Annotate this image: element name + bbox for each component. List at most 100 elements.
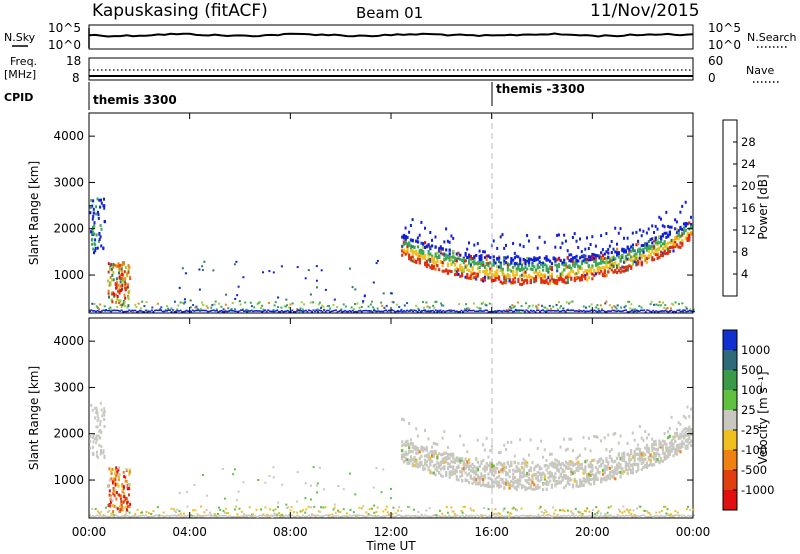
scatter-cell (582, 515, 585, 518)
scatter-cell (579, 514, 582, 517)
scatter-cell (314, 515, 317, 518)
scatter-cell (268, 270, 271, 273)
scatter-cell (665, 242, 668, 246)
scatter-cell (420, 445, 423, 449)
scatter-cell (283, 310, 286, 313)
scatter-cell (517, 461, 520, 465)
scatter-cell (349, 472, 351, 475)
scatter-cell (237, 311, 239, 313)
scatter-cell (474, 515, 477, 518)
scatter-cell (591, 477, 594, 481)
scatter-cell (95, 515, 97, 517)
x-tick-label: 00:00 (72, 525, 107, 539)
scatter-cell (415, 448, 418, 452)
scatter-cell (401, 453, 404, 457)
scatter-cell (401, 444, 404, 448)
scatter-cell (301, 308, 304, 311)
scatter-cell (531, 515, 534, 517)
scatter-cell (294, 311, 297, 313)
scatter-cell (449, 310, 452, 312)
scatter-cell (371, 311, 374, 313)
scatter-cell (103, 413, 106, 417)
scatter-cell (292, 511, 295, 513)
scatter-cell (653, 463, 656, 467)
scatter-cell (561, 515, 564, 518)
scatter-cell (658, 461, 661, 465)
scatter-cell (571, 270, 575, 274)
scatter-cell (515, 267, 518, 271)
scatter-cell (644, 242, 647, 246)
scatter-cell (687, 310, 689, 312)
scatter-cell (596, 470, 599, 474)
scatter-cell (584, 274, 587, 278)
scatter-cell (395, 310, 398, 313)
scatter-cell (632, 515, 635, 517)
scatter-cell (487, 261, 490, 265)
scatter-cell (457, 515, 460, 517)
scatter-cell (418, 450, 421, 454)
scatter-cell (631, 308, 634, 311)
scatter-cell (175, 515, 178, 517)
scatter-cell (559, 463, 562, 467)
scatter-cell (455, 266, 458, 270)
colorbar-tick-label: 25 (741, 403, 756, 417)
scatter-cell (91, 302, 94, 305)
scatter-cell (668, 449, 671, 453)
scatter-cell (218, 302, 221, 305)
scatter-cell (307, 309, 310, 311)
scatter-cell (468, 261, 471, 264)
scatter-cell (542, 309, 544, 311)
scatter-cell (304, 511, 307, 514)
scatter-cell (446, 511, 449, 514)
scatter-cell (600, 266, 603, 270)
scatter-cell (636, 507, 638, 510)
scatter-cell (415, 464, 418, 468)
scatter-cell (494, 508, 497, 511)
scatter-cell (485, 272, 488, 276)
scatter-cell (98, 232, 101, 235)
scatter-cell (489, 276, 492, 280)
scatter-cell (476, 482, 479, 486)
scatter-cell (412, 508, 415, 511)
scatter-cell (672, 446, 675, 449)
scatter-cell (579, 482, 582, 486)
scatter-cell (120, 269, 123, 273)
scatter-cell (648, 512, 651, 515)
scatter-cell (217, 512, 219, 515)
scatter-cell (320, 506, 322, 509)
scatter-cell (482, 467, 485, 471)
scatter-cell (529, 309, 532, 312)
scatter-cell (659, 304, 662, 307)
scatter-cell (378, 310, 381, 313)
scatter-cell (415, 304, 418, 307)
scatter-cell (626, 468, 629, 472)
scatter-cell (427, 515, 430, 518)
scatter-cell (587, 255, 590, 259)
scatter-cell (228, 311, 231, 314)
scatter-cell (545, 463, 548, 467)
scatter-cell (422, 468, 425, 472)
scatter-cell (568, 482, 571, 486)
scatter-cell (373, 308, 376, 311)
scatter-cell (480, 263, 483, 267)
scatter-cell (107, 289, 110, 293)
scatter-cell (519, 309, 522, 311)
scatter-cell (635, 452, 638, 456)
scatter-cell (450, 506, 453, 509)
scatter-cell (593, 474, 596, 478)
scatter-cell (446, 452, 450, 456)
scatter-cell (422, 309, 425, 312)
scatter-cell (95, 310, 97, 313)
scatter-cell (268, 310, 271, 312)
scatter-cell (506, 275, 509, 279)
scatter-cell (461, 470, 464, 474)
scatter-cell (573, 256, 576, 259)
scatter-cell (643, 514, 646, 517)
scatter-cell (195, 305, 198, 308)
scatter-cell (452, 456, 455, 460)
scatter-cell (107, 291, 110, 295)
scatter-cell (543, 477, 546, 481)
scatter-cell (403, 310, 406, 312)
scatter-cell (527, 453, 530, 457)
scatter-cell (211, 304, 214, 307)
